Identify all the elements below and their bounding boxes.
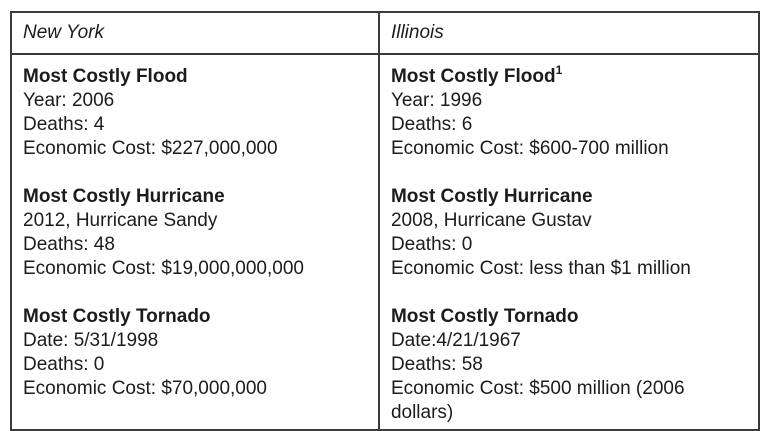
detail-line: Deaths: 58	[390, 354, 483, 375]
detail-line: Economic Cost: $227,000,000	[23, 138, 278, 159]
footnote-marker: 1	[555, 62, 563, 77]
detail-line: Economic Cost: $600-700 million	[390, 138, 669, 159]
illinois-flood-section: Most Costly Flood1 Year: 1996 Deaths: 6 …	[390, 62, 750, 161]
illinois-tornado-section: Most Costly Tornado Date:4/21/1967 Death…	[391, 305, 750, 425]
detail-line: Economic Cost: less than $1 million	[390, 258, 691, 279]
detail-line: Deaths: 0	[390, 234, 473, 255]
new-york-cell: Most Costly Flood Year: 2006 Deaths: 4 E…	[10, 53, 380, 431]
column-header-illinois: Illinois	[377, 11, 761, 55]
column-header-label: New York	[23, 22, 104, 43]
new-york-tornado-section: Most Costly Tornado Date: 5/31/1998 Deat…	[23, 305, 370, 401]
new-york-hurricane-section: Most Costly Hurricane 2012, Hurricane Sa…	[23, 185, 370, 281]
section-title-text: Most Costly Tornado	[23, 306, 211, 327]
detail-line: Deaths: 0	[23, 354, 105, 375]
section-title-text: Most Costly Flood	[23, 66, 188, 87]
disaster-comparison-table: New York Illinois Most Costly Flood Year…	[10, 11, 761, 431]
illinois-hurricane-section: Most Costly Hurricane 2008, Hurricane Gu…	[391, 185, 750, 281]
disaster-comparison-table-wrap: New York Illinois Most Costly Flood Year…	[10, 11, 761, 431]
detail-line: 2008, Hurricane Gustav	[390, 210, 592, 231]
header-row: New York Illinois	[10, 11, 761, 55]
section-title-text: Most Costly Tornado	[390, 306, 579, 327]
detail-line: Year: 1996	[390, 90, 483, 111]
detail-line: Economic Cost: $19,000,000,000	[23, 258, 304, 279]
section-title-text: Most Costly Flood	[390, 66, 556, 87]
detail-line: Deaths: 6	[390, 114, 473, 135]
section-title-text: Most Costly Hurricane	[390, 186, 593, 207]
detail-line: Economic Cost: $70,000,000	[23, 378, 267, 399]
section-title: Most Costly Tornado	[23, 305, 370, 329]
detail-line: Deaths: 48	[23, 234, 115, 255]
body-row: Most Costly Flood Year: 2006 Deaths: 4 E…	[10, 53, 761, 431]
detail-line: Date: 5/31/1998	[23, 330, 159, 351]
new-york-flood-section: Most Costly Flood Year: 2006 Deaths: 4 E…	[23, 65, 370, 161]
detail-line: Year: 2006	[23, 90, 115, 111]
section-title: Most Costly Flood	[23, 65, 370, 89]
detail-line: Date:4/21/1967	[390, 330, 521, 351]
column-header-label: Illinois	[390, 22, 444, 43]
detail-line: Economic Cost: $500 million (2006 dollar…	[390, 378, 685, 423]
section-title: Most Costly Hurricane	[391, 185, 750, 209]
section-title-text: Most Costly Hurricane	[23, 186, 225, 207]
illinois-cell: Most Costly Flood1 Year: 1996 Deaths: 6 …	[377, 53, 761, 431]
section-title: Most Costly Flood1	[390, 62, 750, 89]
detail-line: 2012, Hurricane Sandy	[23, 210, 218, 231]
section-title: Most Costly Hurricane	[23, 185, 370, 209]
section-title: Most Costly Tornado	[391, 305, 750, 329]
column-header-new-york: New York	[10, 11, 380, 55]
detail-line: Deaths: 4	[23, 114, 105, 135]
